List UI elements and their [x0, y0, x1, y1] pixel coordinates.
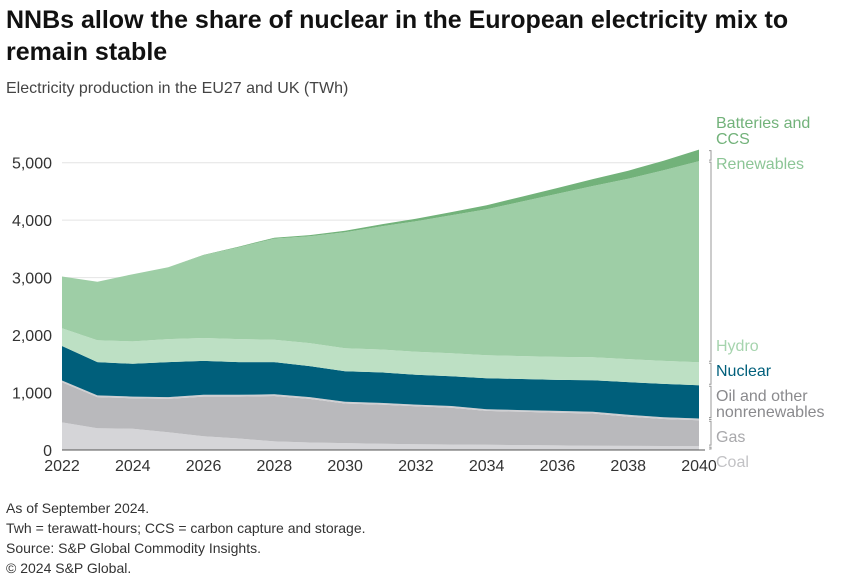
x-tick-label: 2024 — [115, 458, 151, 475]
area-gas — [62, 382, 699, 447]
area-nuclear — [62, 346, 699, 419]
legend: Coal Gas Oil and other nonrenewables Nuclear… — [709, 115, 825, 471]
y-tick-label: 1,000 — [12, 386, 52, 403]
legend-bracket-gas — [709, 420, 712, 446]
axes: 0 1,000 2,000 3,000 4,000 5,000 2022 2024 2026 20… — [12, 156, 717, 475]
x-tick-label: 2026 — [186, 458, 222, 475]
legend-label-hydro: Hydro — [716, 338, 759, 355]
legend-label-oil-and-other-nonrenewables: Oil and other nonrenewables — [716, 388, 825, 421]
area-hydro — [62, 328, 699, 386]
footnote-date: As of September 2024. — [6, 500, 150, 516]
legend-label-nuclear: Nuclear — [716, 363, 772, 380]
area-series — [62, 149, 699, 450]
chart-subtitle: Electricity production in the EU27 and U… — [6, 80, 349, 97]
x-tick-label: 2034 — [469, 458, 505, 475]
stacked-area-chart: 0 1,000 2,000 3,000 4,000 5,000 2022 2024 2026 20… — [12, 115, 825, 475]
legend-label-coal: Coal — [716, 454, 749, 471]
legend-bracket-nuclear — [709, 385, 712, 418]
footnotes: As of September 2024. Twh = terawatt-hou… — [6, 498, 366, 578]
x-tick-label: 2030 — [327, 458, 363, 475]
y-tick-label: 4,000 — [12, 213, 52, 230]
area-renewables — [62, 161, 699, 363]
x-tick-label: 2040 — [681, 458, 717, 475]
legend-label-renewables: Renewables — [716, 156, 804, 173]
area-coal — [62, 422, 699, 450]
y-tick-label: 5,000 — [12, 156, 52, 173]
footnote-abbreviations: Twh = terawatt-hours; CCS = carbon captu… — [6, 520, 366, 536]
chart-title: NNBs allow the share of nuclear in the E… — [6, 6, 789, 66]
legend-bracket-coal — [709, 446, 712, 450]
y-tick-label: 0 — [43, 443, 52, 460]
legend-bracket-batteries-and-ccs — [709, 150, 712, 161]
footnote-copyright: © 2024 S&P Global. — [6, 560, 132, 576]
area-oil-and-other-nonrenewables — [62, 380, 699, 421]
x-tick-label: 2038 — [610, 458, 646, 475]
y-tick-label: 3,000 — [12, 271, 52, 288]
legend-bracket-hydro — [709, 362, 712, 385]
x-tick-label: 2022 — [44, 458, 80, 475]
legend-label-gas: Gas — [716, 429, 745, 446]
x-tick-label: 2028 — [257, 458, 293, 475]
x-tick-label: 2036 — [540, 458, 576, 475]
y-tick-label: 2,000 — [12, 328, 52, 345]
legend-label-batteries-and-ccs: Batteries and CCS — [716, 115, 810, 148]
x-tick-label: 2032 — [398, 458, 434, 475]
legend-bracket-renewables — [709, 161, 712, 362]
footnote-source: Source: S&P Global Commodity Insights. — [6, 540, 261, 556]
